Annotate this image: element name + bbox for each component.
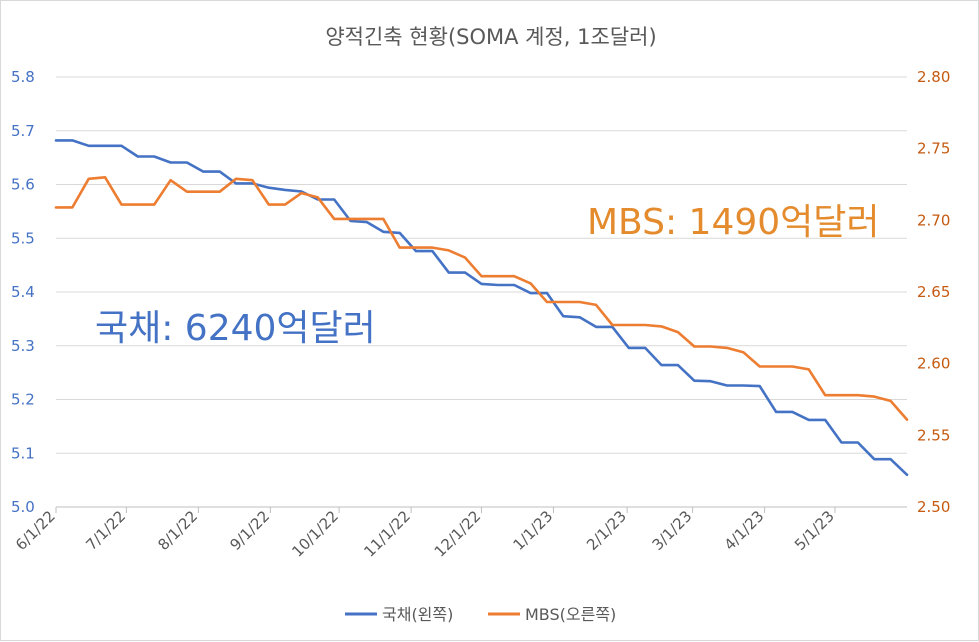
left-tick-label: 5.6 [11, 176, 35, 194]
left-tick-label: 5.3 [11, 337, 35, 355]
legend-label-treasury: 국채(왼쪽) [382, 605, 453, 624]
x-tick-label: 5/1/23 [791, 507, 838, 554]
x-tick-label: 8/1/22 [154, 507, 201, 554]
x-tick-label: 4/1/23 [721, 507, 768, 554]
x-tick-label: 3/1/23 [649, 507, 696, 554]
x-axis: 6/1/22 7/1/22 8/1/22 9/1/22 10/1/22 11/1/22 12… [12, 506, 907, 561]
x-tick-label: 1/1/23 [509, 507, 556, 554]
right-tick-label: 2.50 [917, 498, 950, 516]
left-tick-label: 5.1 [11, 444, 35, 462]
legend: 국채(왼쪽) MBS(오른쪽) [345, 605, 616, 624]
series-line-treasury [54, 139, 909, 477]
left-tick-label: 5.2 [11, 391, 35, 409]
treasury-annotation: 국채: 6240억달러 [95, 308, 376, 349]
gridlines [56, 76, 907, 508]
x-tick-label: 11/1/22 [360, 507, 414, 561]
right-axis: 2.50 2.55 2.60 2.65 2.70 2.75 2.80 [917, 68, 950, 516]
left-tick-label: 5.8 [11, 68, 35, 86]
x-tick-label: 12/1/22 [431, 507, 485, 561]
left-tick-label: 5.7 [11, 122, 35, 140]
x-tick-label: 10/1/22 [288, 507, 342, 561]
right-tick-label: 2.75 [917, 140, 950, 158]
x-tick-label: 2/1/23 [583, 507, 630, 554]
left-tick-label: 5.4 [11, 283, 35, 301]
left-tick-label: 5.5 [11, 229, 35, 247]
x-tick-label: 9/1/22 [226, 507, 273, 554]
left-tick-label: 5.0 [11, 498, 35, 516]
mbs-annotation: MBS: 1490억달러 [587, 202, 880, 243]
x-tick-label: 7/1/22 [82, 507, 129, 554]
series-line-mbs [54, 176, 909, 421]
left-axis: 5.0 5.1 5.2 5.3 5.4 5.5 5.6 5.7 5.8 [11, 68, 35, 516]
right-tick-label: 2.60 [917, 355, 950, 373]
chart-title: 양적긴축 현황(SOMA 계정, 1조달러) [325, 25, 656, 49]
series-lines [54, 139, 909, 477]
right-tick-label: 2.80 [917, 68, 950, 86]
right-tick-label: 2.55 [917, 426, 950, 444]
right-tick-label: 2.65 [917, 283, 950, 301]
right-tick-label: 2.70 [917, 211, 950, 229]
legend-label-mbs: MBS(오른쪽) [525, 605, 616, 624]
